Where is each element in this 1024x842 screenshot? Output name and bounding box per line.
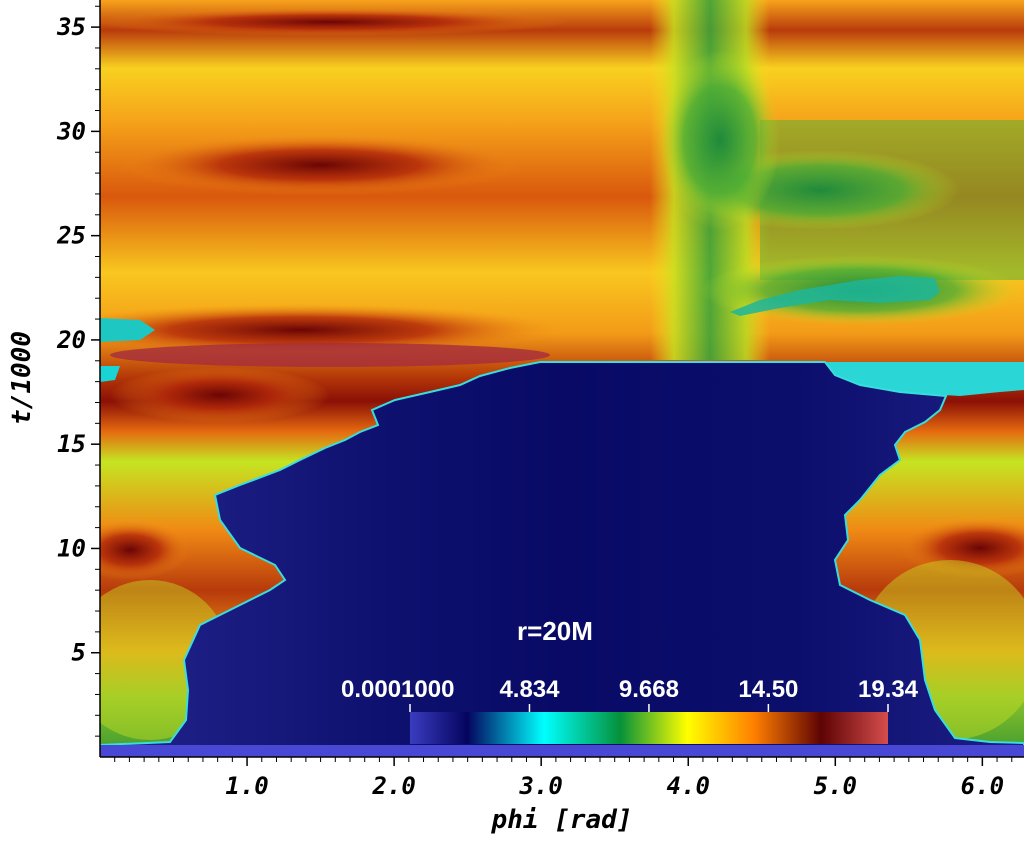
y-tick-label-1: 10: [57, 534, 86, 562]
y-axis-minor-ticks: [95, 5, 100, 737]
y-axis-title: t/1000: [7, 331, 37, 425]
heatmap-hot-spot-right: [900, 518, 1024, 578]
y-tick-label-6: 35: [56, 13, 86, 41]
heatmap-hot-band-4: [100, 8, 570, 36]
y-axis-ticks: 5 10 15 20 25 30 35: [56, 13, 100, 667]
x-tick-label-3: 4.0: [667, 772, 710, 800]
heatmap-cyan-patch-1: [100, 318, 155, 342]
y-tick-label-2: 15: [57, 430, 86, 458]
heatmap-hot-spot-left: [100, 520, 190, 580]
heatmap-bottom-strip: [100, 745, 1024, 757]
colorbar-ticks: 0.0001000 4.834 9.668 14.50 19.34: [341, 676, 919, 712]
x-tick-label-0: 1.0: [225, 772, 268, 800]
heatmap-hot-band-1: [100, 304, 560, 356]
heatmap-cyan-patch-3: [730, 276, 940, 316]
y-tick-label-4: 25: [56, 222, 86, 250]
heatmap-cyan-patch-2: [100, 366, 120, 382]
x-tick-label-4: 5.0: [814, 772, 857, 800]
y-tick-label-5: 30: [56, 117, 86, 145]
colorbar-tick-label-0: 0.0001000: [341, 676, 454, 703]
colorbar: 0.0001000 4.834 9.668 14.50 19.34: [341, 676, 919, 744]
colorbar-gradient: [410, 712, 888, 744]
y-tick-label-3: 20: [56, 326, 86, 354]
colorbar-tick-label-1: 4.834: [499, 676, 560, 703]
heatmap-hot-band-3: [120, 135, 520, 195]
colorbar-tick-label-4: 19.34: [858, 676, 919, 703]
heatmap-field: [100, 0, 1024, 757]
x-tick-label-5: 6.0: [961, 772, 1004, 800]
x-axis-title: phi [rad]: [491, 805, 633, 835]
heatmap-green-blob-3: [660, 50, 780, 230]
x-axis-ticks: 1.0 2.0 3.0 4.0 5.0 6.0: [225, 757, 1004, 800]
heatmap-low-region: [100, 361, 1024, 757]
heatmap-hot-spot-mid: [110, 367, 330, 423]
plot-axes: 1.0 2.0 3.0 4.0 5.0 6.0 5 10 15 20 25 30 35: [56, 0, 1024, 800]
x-tick-label-1: 2.0: [371, 772, 415, 800]
heatmap-hot-band-2: [110, 343, 550, 367]
radius-annotation: r=20M: [517, 616, 593, 646]
x-tick-label-2: 3.0: [518, 772, 562, 800]
x-axis-minor-ticks: [114, 757, 1013, 762]
colorbar-tick-label-3: 14.50: [738, 676, 798, 703]
colorbar-tick-label-2: 9.668: [619, 676, 679, 703]
y-tick-label-0: 5: [72, 639, 86, 667]
